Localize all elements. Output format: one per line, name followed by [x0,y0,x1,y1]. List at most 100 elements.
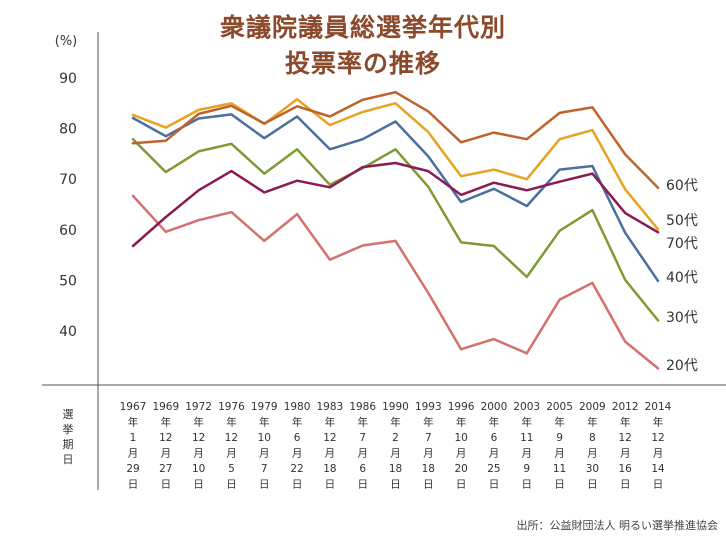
x-tick-label: 月 [357,448,368,460]
x-tick-label: 年 [259,416,270,429]
x-tick-label: 6 [491,432,498,444]
x-tick-label: 27 [159,463,172,475]
series-label: 40代 [666,270,698,286]
series-line-20代 [131,194,660,370]
x-tick-label: 25 [487,463,500,475]
x-tick-label: 年 [292,416,303,429]
series-label: 30代 [666,310,698,326]
x-tick-label: 11 [553,463,566,475]
x-tick-label: 1993 [415,401,442,413]
x-tick-label: 1967 [120,401,147,413]
x-tick-label: 月 [390,448,401,460]
x-tick-label: 年 [587,416,598,429]
x-tick-label: 11 [520,432,533,444]
x-tick-label: 1980 [284,401,311,413]
x-tick-label: 12 [619,432,632,444]
x-tick-label: 月 [456,448,467,460]
x-tick-label: 年 [193,416,204,429]
x-tick-label: 2009 [579,401,606,413]
x-tick-label: 日 [554,479,565,491]
x-tick-label: 月 [226,448,237,460]
x-tick-label: 日 [587,479,598,491]
x-tick-label: 月 [161,448,172,460]
x-tick-label: 2000 [481,401,508,413]
x-tick-label: 1986 [349,401,376,413]
x-tick-label: 9 [556,432,563,444]
x-axis-label-char: 挙 [63,423,74,436]
x-tick-label: 20 [454,463,467,475]
x-tick-label: 5 [228,463,235,475]
x-tick-label: 月 [522,448,533,460]
x-tick-label: 22 [290,463,303,475]
x-tick-label: 日 [259,479,270,491]
x-tick-label: 年 [489,416,500,429]
x-tick-label: 日 [292,479,303,491]
x-tick-label: 日 [193,479,204,491]
series-line-60代 [131,90,660,190]
series-line-40代 [131,113,660,283]
x-tick-label: 年 [161,416,172,429]
y-unit-label: (%) [55,34,78,49]
x-tick-label: 12 [651,432,664,444]
series-label: 20代 [666,358,698,374]
x-tick-label: 日 [390,479,401,491]
chart-title: 衆議院議員総選挙年代別 [219,13,506,42]
x-tick-label: 1996 [448,401,475,413]
x-tick-label: 16 [619,463,633,475]
x-tick-label: 1990 [382,401,409,413]
x-tick-label: 年 [620,416,631,429]
x-tick-label: 9 [523,463,530,475]
x-tick-label: 日 [226,479,237,491]
x-tick-label: 月 [587,448,598,460]
x-tick-label: 月 [193,448,204,460]
x-tick-label: 10 [454,432,467,444]
x-tick-label: 6 [294,432,301,444]
x-tick-label: 2003 [513,401,540,413]
x-tick-label: 29 [126,463,139,475]
x-tick-label: 年 [456,416,467,429]
x-tick-label: 月 [489,448,500,460]
x-tick-label: 2012 [612,401,639,413]
x-tick-label: 日 [325,479,336,491]
x-tick-label: 日 [456,479,467,491]
x-tick-label: 7 [261,463,268,475]
x-tick-label: 月 [423,448,434,460]
x-tick-label: 月 [620,448,631,460]
x-tick-label: 18 [422,463,435,475]
x-tick-label: 10 [192,463,205,475]
x-tick-label: 1979 [251,401,278,413]
x-tick-label: 月 [292,448,303,460]
x-tick-label: 月 [325,448,336,460]
x-tick-label: 年 [226,416,237,429]
x-tick-label: 年 [423,416,434,429]
x-tick-label: 2005 [546,401,573,413]
x-tick-label: 6 [359,463,366,475]
x-tick-label: 12 [323,432,336,444]
x-tick-label: 2 [392,432,399,444]
y-tick-label: 40 [59,324,77,340]
x-axis-label-char: 期 [63,438,74,451]
x-tick-label: 1976 [218,401,245,413]
series-line-50代 [131,98,660,231]
x-tick-label: 日 [489,479,500,491]
x-tick-label: 年 [522,416,533,429]
x-tick-label: 年 [390,416,401,429]
series-line-70代 [131,161,660,248]
y-tick-label: 80 [59,122,77,138]
series-label: 70代 [666,236,698,252]
x-tick-label: 7 [425,432,432,444]
x-tick-label: 2014 [645,401,672,413]
y-tick-label: 70 [59,172,77,188]
y-tick-label: 90 [59,71,77,87]
source-note: 出所：公益財団法人 明るい選挙推進協会 [516,519,719,532]
x-tick-label: 1972 [185,401,212,413]
x-tick-label: 1983 [317,401,344,413]
x-tick-label: 日 [128,479,139,491]
x-tick-label: 年 [325,416,336,429]
x-tick-label: 10 [258,432,271,444]
x-tick-label: 30 [586,463,599,475]
x-tick-label: 月 [128,448,139,460]
x-tick-label: 12 [225,432,238,444]
x-tick-label: 年 [128,416,139,429]
